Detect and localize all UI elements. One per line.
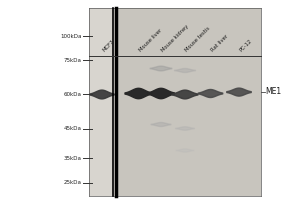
Text: Mouse liver: Mouse liver xyxy=(138,28,163,53)
Text: ME1: ME1 xyxy=(266,87,282,96)
Text: 75kDa: 75kDa xyxy=(64,58,82,62)
Text: MCF7: MCF7 xyxy=(101,39,115,53)
Text: 60kDa: 60kDa xyxy=(64,92,82,97)
Text: 25kDa: 25kDa xyxy=(64,180,82,186)
Text: Rat liver: Rat liver xyxy=(210,34,229,53)
Text: Mouse kidney: Mouse kidney xyxy=(160,24,190,53)
Bar xyxy=(88,8,116,196)
Text: PC-12: PC-12 xyxy=(238,39,253,53)
Text: 35kDa: 35kDa xyxy=(64,156,82,160)
Text: 45kDa: 45kDa xyxy=(64,127,82,132)
Text: Mouse testis: Mouse testis xyxy=(184,26,212,53)
Bar xyxy=(88,8,261,196)
Text: 100kDa: 100kDa xyxy=(60,33,82,38)
